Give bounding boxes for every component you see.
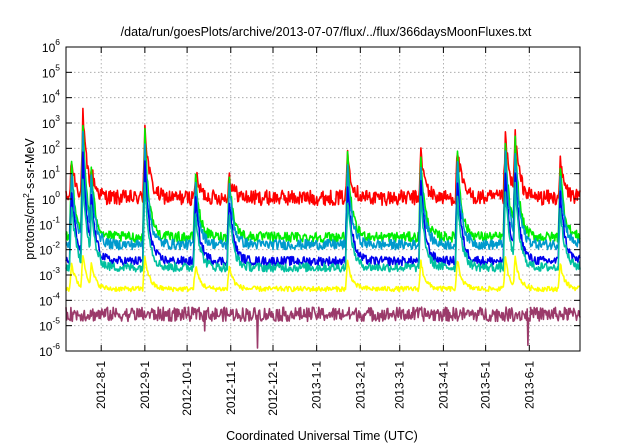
- y-tick-label: 10-5: [39, 316, 60, 334]
- y-tick-label: 10-1: [39, 214, 60, 232]
- series-line-4: [65, 151, 581, 267]
- series-line-2: [65, 124, 581, 243]
- series-line-3: [65, 130, 581, 251]
- x-axis-label: Coordinated Universal Time (UTC): [226, 429, 418, 443]
- y-tick-label: 10-6: [39, 341, 60, 359]
- y-tick-label: 101: [42, 164, 60, 182]
- x-tick-label: 2013-6-1: [522, 361, 536, 409]
- x-tick-label: 2013-3-1: [393, 361, 407, 409]
- series-line-6: [65, 255, 581, 293]
- series-line-5: [65, 178, 581, 273]
- y-axis-label: protons/cm2-s-sr-MeV: [21, 138, 37, 260]
- x-tick-label: 2012-9-1: [138, 361, 152, 409]
- series-line-7: [65, 306, 581, 349]
- series-line-1: [65, 107, 581, 207]
- x-tick-label: 2012-12-1: [266, 361, 280, 416]
- x-tick-label: 2013-4-1: [436, 361, 450, 409]
- x-tick-label: 2013-2-1: [353, 361, 367, 409]
- y-tick-label: 100: [42, 189, 60, 207]
- series-layer: [65, 107, 581, 349]
- x-tick-label: 2013-1-1: [310, 361, 324, 409]
- x-tick-label: 2012-8-1: [94, 361, 108, 409]
- y-tick-label: 102: [42, 138, 60, 156]
- y-tick-label: 103: [42, 113, 60, 131]
- y-tick-label: 10-2: [39, 240, 60, 258]
- y-tick-label: 106: [42, 37, 60, 55]
- x-tick-label: 2013-5-1: [479, 361, 493, 409]
- y-tick-label: 104: [42, 88, 60, 106]
- y-tick-label: 10-4: [39, 290, 60, 308]
- x-axis: 2012-8-1 2012-9-1 2012-10-1 2012-11-1 2012-1…: [94, 47, 536, 416]
- y-tick-label: 10-3: [39, 265, 60, 283]
- x-tick-label: 2012-11-1: [224, 361, 238, 415]
- y-tick-label: 105: [42, 62, 60, 80]
- x-tick-label: 2012-10-1: [180, 361, 194, 416]
- y-axis: 106 105 104 103 102 101 100 10-1 10-2 10-3 10-4 10-…: [39, 37, 580, 359]
- chart-title: /data/run/goesPlots/archive/2013-07-07/f…: [121, 25, 532, 39]
